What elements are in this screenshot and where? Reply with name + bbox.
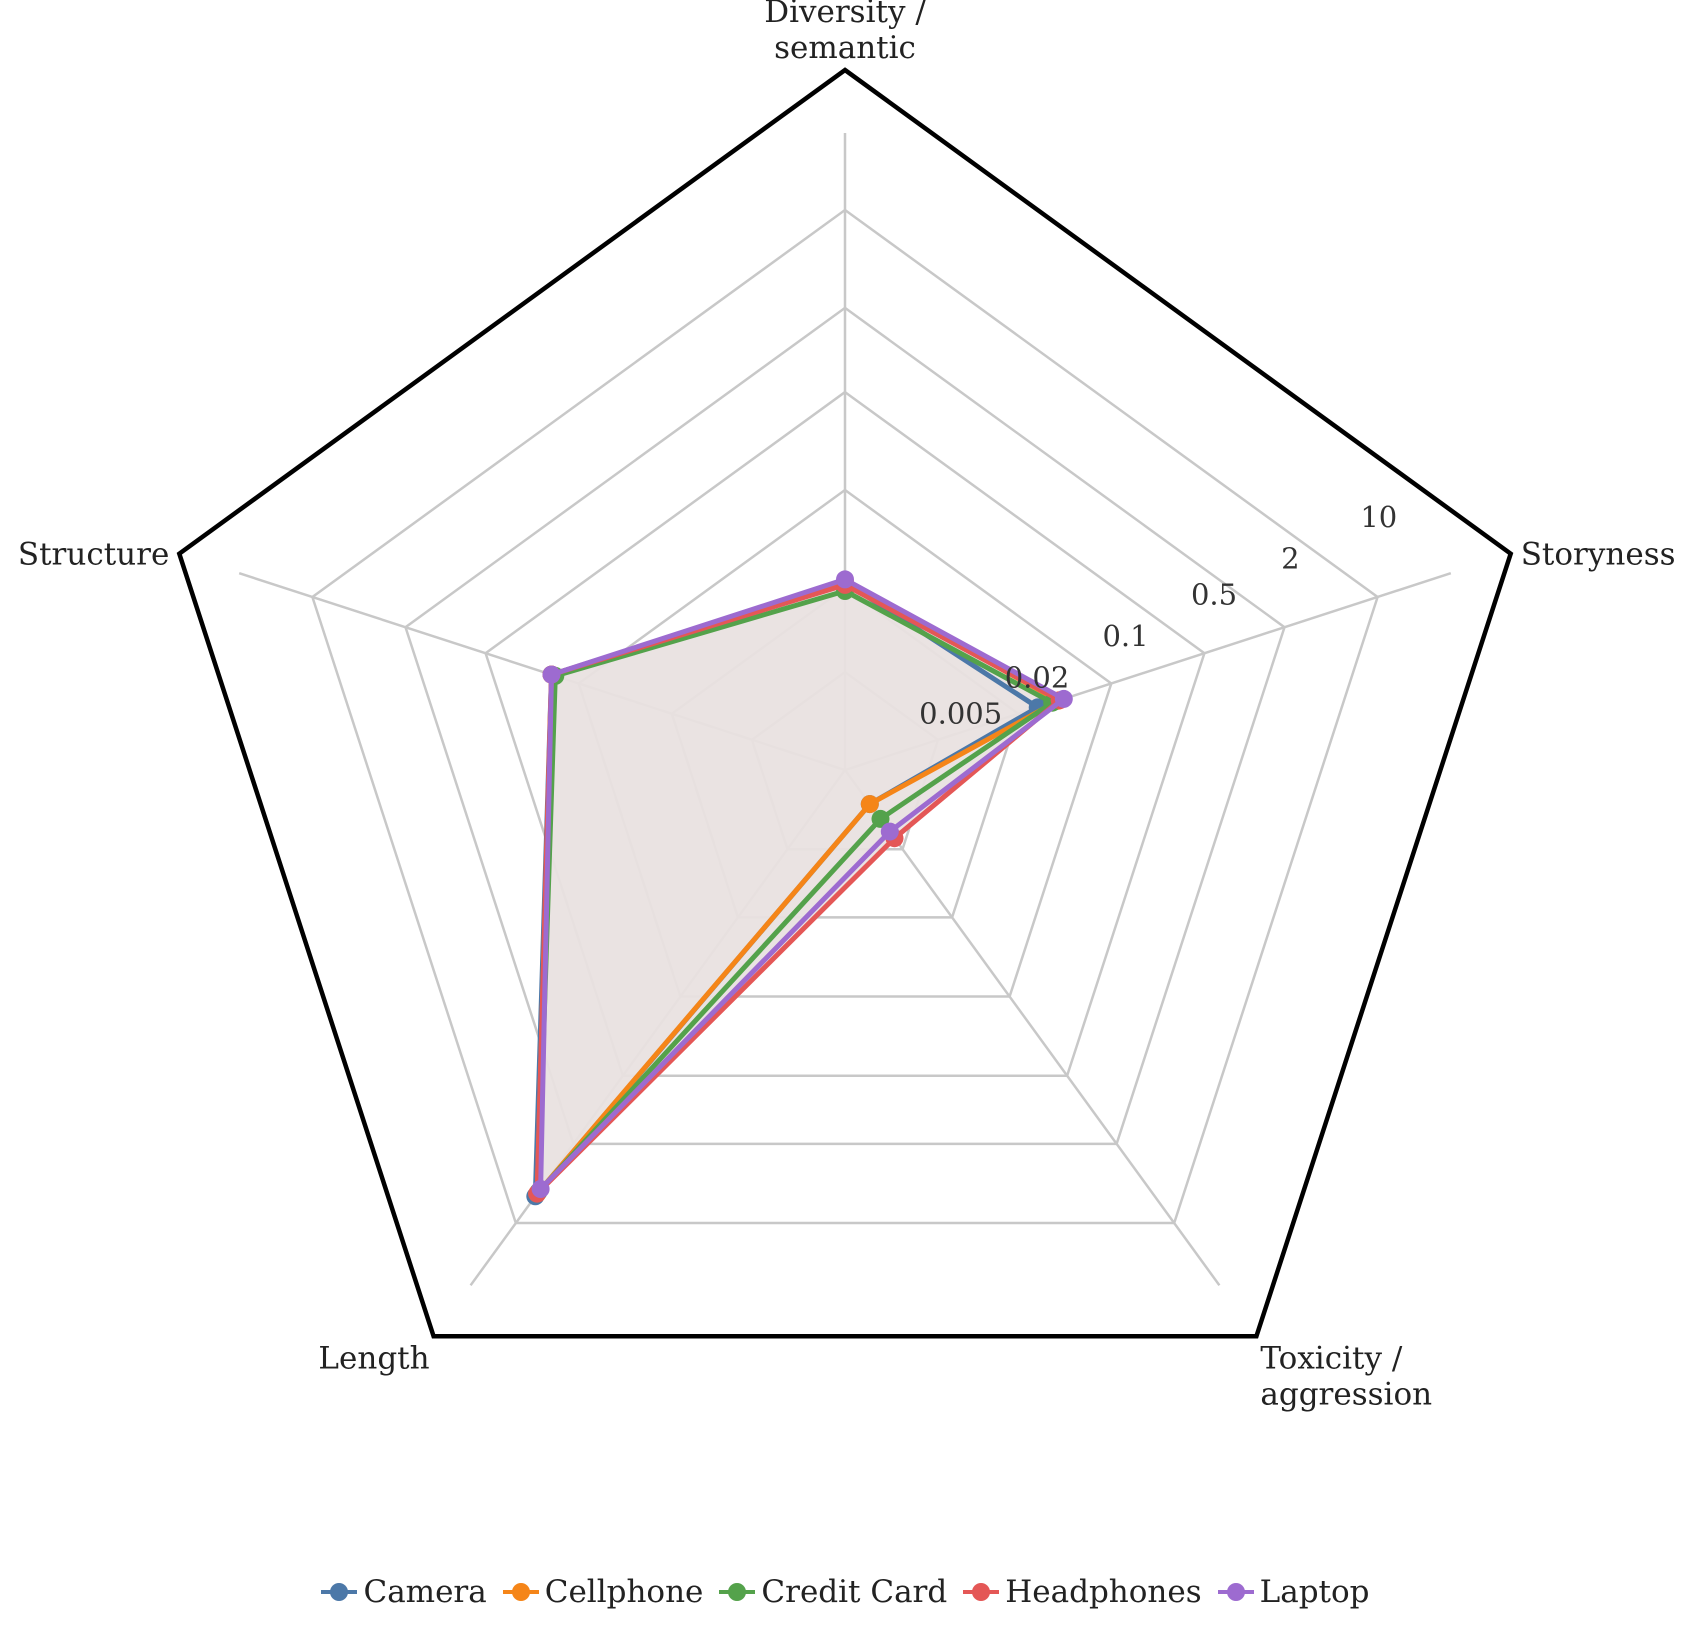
outer-frame (176, 67, 1514, 1339)
grid-ring-5 (310, 208, 1380, 1225)
series-line (538, 576, 1067, 1192)
data-point-toxicity (860, 795, 879, 814)
series-line (536, 588, 1055, 1195)
data-point-toxicity (880, 822, 899, 841)
data-point-diversity (836, 570, 854, 589)
series-laptop (531, 570, 1073, 1198)
grid-ring-3 (484, 390, 1206, 1077)
axis-label-storyness: Storyness (1521, 537, 1676, 573)
axis-label-toxicity: Toxicity / aggression (1260, 1340, 1432, 1412)
legend-swatch (963, 1582, 1000, 1602)
legend-swatch (1217, 1582, 1254, 1602)
legend-label: Cellphone (544, 1574, 704, 1610)
axis-label-structure: Structure (18, 537, 169, 573)
legend-item: Headphones (963, 1574, 1202, 1610)
legend-swatch (321, 1582, 358, 1602)
data-point-toxicity (871, 809, 890, 828)
axis-labels: Diversity / semantic Storyness Toxicity / ag… (18, 0, 1676, 1412)
axis-label-diversity: Diversity / semantic (764, 0, 926, 66)
data-point-storyness (1054, 689, 1073, 708)
legend-label: Laptop (1259, 1574, 1370, 1610)
radar-series (526, 570, 1073, 1206)
tick-label: 0.02 (1005, 661, 1070, 695)
legend-swatch (502, 1582, 539, 1602)
legend-label: Headphones (1005, 1574, 1202, 1610)
legend: Camera Cellphone Credit Card Headphones Lapt… (0, 1574, 1691, 1610)
spoke-toxicity (843, 769, 1221, 1287)
tick-label: 0.005 (919, 697, 1002, 731)
legend-label: Camera (363, 1574, 487, 1610)
legend-item: Camera (321, 1574, 487, 1610)
tick-label: 0.1 (1102, 619, 1148, 653)
legend-swatch (719, 1582, 756, 1602)
legend-item: Cellphone (502, 1574, 704, 1610)
tick-label: 2 (1281, 542, 1299, 576)
legend-item: Laptop (1217, 1574, 1370, 1610)
data-point-length (531, 1180, 550, 1198)
data-point-structure (542, 665, 561, 684)
axis-label-length: Length (318, 1340, 429, 1376)
tick-label: 0.5 (1191, 577, 1237, 611)
grid-ring-4 (404, 306, 1286, 1146)
tick-label: 10 (1360, 500, 1397, 534)
legend-label: Credit Card (761, 1574, 948, 1610)
radar-frame (176, 67, 1514, 1339)
legend-item: Credit Card (719, 1574, 947, 1610)
